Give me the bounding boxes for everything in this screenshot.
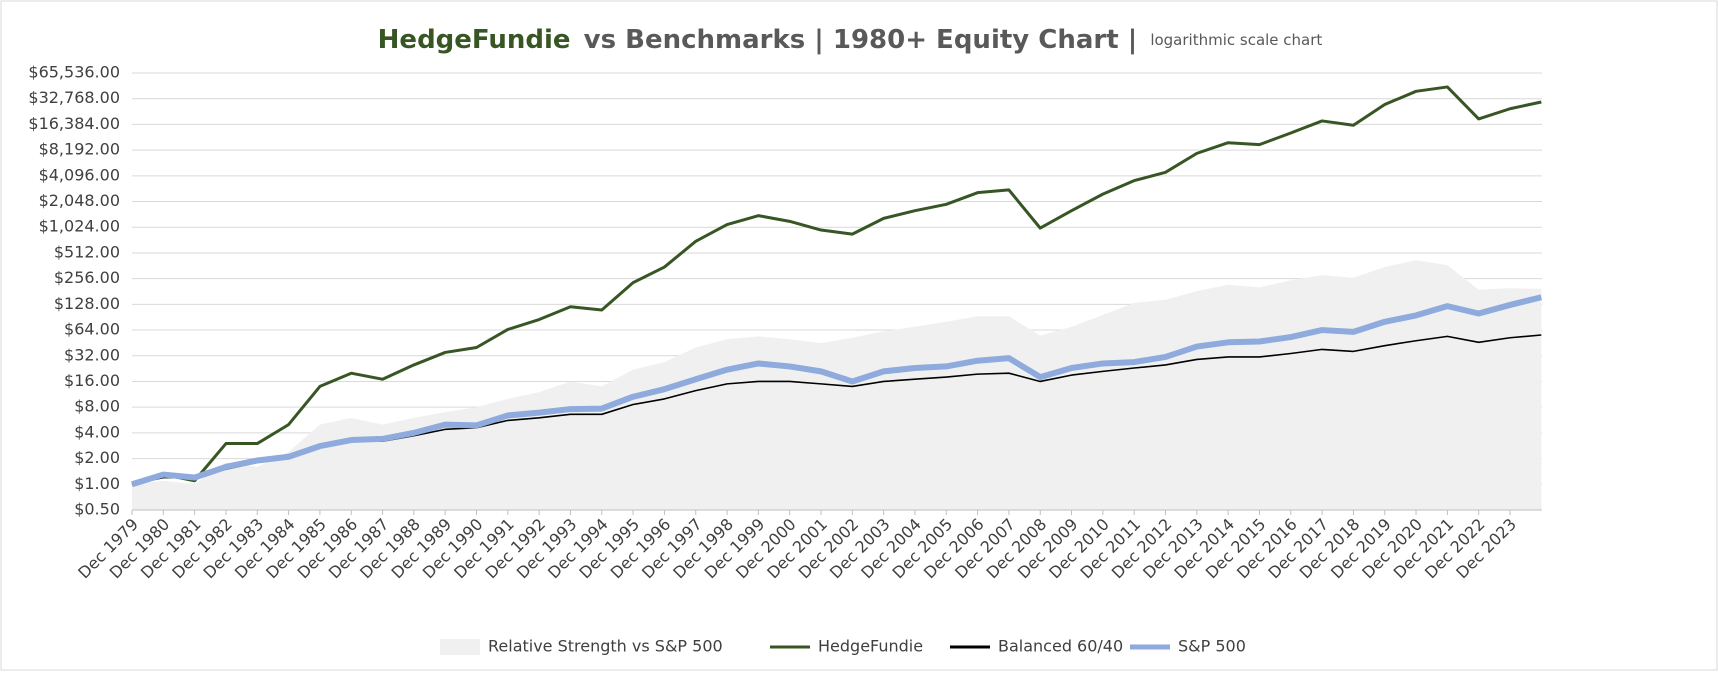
y-tick-label: $512.00 <box>54 242 120 261</box>
legend-label: HedgeFundie <box>818 637 923 656</box>
y-tick-label: $32,768.00 <box>28 88 120 107</box>
y-tick-label: $16.00 <box>64 371 120 390</box>
y-tick-label: $2,048.00 <box>39 191 120 210</box>
y-tick-label: $32.00 <box>64 345 120 364</box>
y-tick-label: $2.00 <box>74 448 120 467</box>
line <box>131 294 1543 488</box>
y-tick-label: $8,192.00 <box>39 140 120 159</box>
y-tick-label: $256.00 <box>54 268 120 287</box>
y-tick-label: $65,536.00 <box>28 63 120 82</box>
title-highlight: HedgeFundie <box>378 25 571 55</box>
y-tick-label: $1.00 <box>74 474 120 493</box>
title-main: vs Benchmarks | 1980+ Equity Chart | <box>584 25 1138 55</box>
line <box>131 85 1542 486</box>
legend-label: Balanced 60/40 <box>998 637 1123 656</box>
legend-label: S&P 500 <box>1178 637 1246 656</box>
y-tick-label: $1,024.00 <box>39 217 120 236</box>
y-tick-label: $16,384.00 <box>28 114 120 133</box>
y-tick-label: $0.50 <box>74 500 120 519</box>
legend-swatch <box>440 639 480 655</box>
y-tick-label: $4.00 <box>74 422 120 441</box>
y-tick-label: $4,096.00 <box>39 165 120 184</box>
legend-label: Relative Strength vs S&P 500 <box>488 637 723 656</box>
y-tick-label: $64.00 <box>64 320 120 339</box>
y-tick-label: $8.00 <box>74 397 120 416</box>
y-tick-label: $128.00 <box>54 294 120 313</box>
chart-title: HedgeFundie vs Benchmarks | 1980+ Equity… <box>378 25 1323 55</box>
subtitle: logarithmic scale chart <box>1150 31 1322 49</box>
